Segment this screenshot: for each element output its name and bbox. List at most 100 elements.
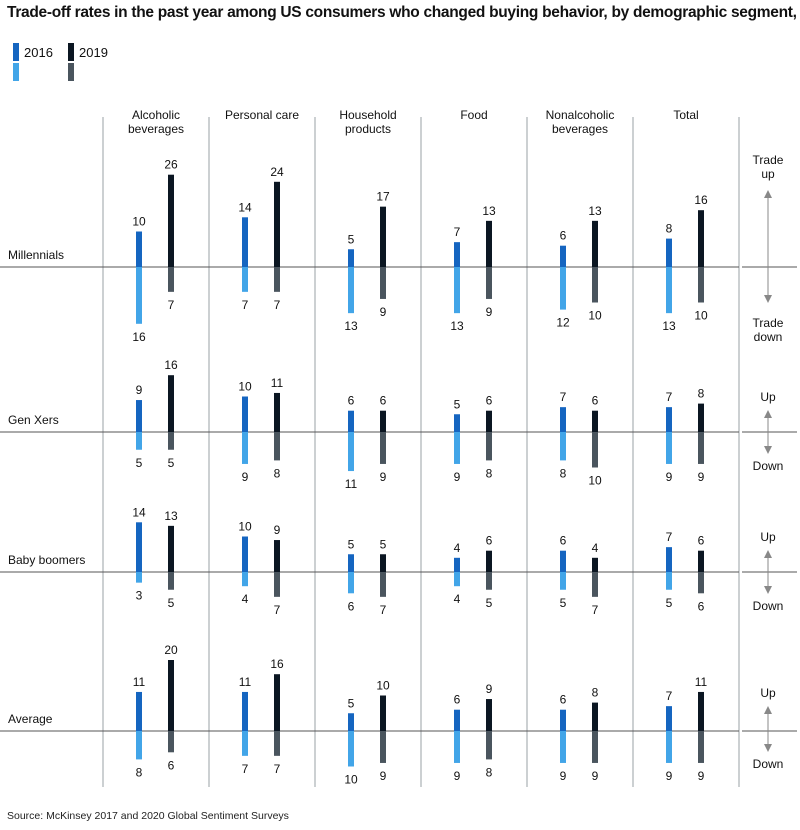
- label-2016-gen-xers-alcoholic-beverages-down: 5: [136, 456, 143, 470]
- direction-down-label-millennials-line2: down: [754, 330, 783, 344]
- label-2016-average-personal-care-down: 7: [242, 762, 249, 776]
- label-2016-gen-xers-food-down: 9: [454, 470, 461, 484]
- bar-2016-millennials-household-products-down: [348, 267, 354, 314]
- row-label-average: Average: [8, 712, 53, 726]
- label-2019-average-total-up: 11: [695, 675, 708, 689]
- bar-2019-gen-xers-household-products-down: [380, 432, 386, 464]
- label-2016-millennials-nonalcoholic-beverages-down: 12: [556, 316, 570, 330]
- label-2016-millennials-household-products-up: 5: [348, 232, 355, 246]
- bar-2019-average-food-up: [486, 699, 492, 731]
- bar-2016-average-food-down: [454, 731, 460, 763]
- down-arrow-icon: [764, 744, 772, 752]
- legend-item-2016: 2016: [13, 43, 133, 83]
- bar-2016-gen-xers-household-products-up: [348, 410, 354, 432]
- direction-up-label-baby-boomers: Up: [760, 530, 776, 544]
- label-2019-millennials-total-down: 10: [694, 309, 708, 323]
- legend-item-2019: 2019: [68, 43, 188, 83]
- down-arrow-icon: [764, 446, 772, 454]
- legend-swatch-2019-down: [68, 63, 74, 81]
- legend-swatch-2019-up: [68, 43, 74, 61]
- column-header-household-products: Household products: [339, 108, 396, 136]
- bar-2016-baby-boomers-food-down: [454, 572, 460, 587]
- bar-2019-millennials-food-down: [486, 267, 492, 299]
- bar-2016-millennials-food-down: [454, 267, 460, 314]
- label-2016-average-household-products-up: 5: [348, 696, 355, 710]
- down-arrow-icon: [764, 586, 772, 594]
- label-2016-millennials-total-up: 8: [666, 222, 673, 236]
- bar-2016-baby-boomers-total-down: [666, 572, 672, 590]
- bar-2016-average-household-products-up: [348, 713, 354, 731]
- label-2019-millennials-nonalcoholic-beverages-up: 13: [588, 204, 602, 218]
- label-2016-millennials-nonalcoholic-beverages-up: 6: [560, 229, 567, 243]
- label-2016-gen-xers-household-products-up: 6: [348, 394, 355, 408]
- legend-swatch-2016-down: [13, 63, 19, 81]
- label-2016-average-nonalcoholic-beverages-down: 9: [560, 769, 567, 783]
- label-2016-baby-boomers-food-up: 4: [454, 541, 461, 555]
- label-2019-gen-xers-total-down: 9: [698, 470, 705, 484]
- direction-down-label-average: Down: [753, 757, 784, 771]
- bar-2019-gen-xers-food-down: [486, 432, 492, 461]
- label-2016-baby-boomers-nonalcoholic-beverages-up: 6: [560, 534, 567, 548]
- bar-2016-gen-xers-total-down: [666, 432, 672, 464]
- label-2016-average-nonalcoholic-beverages-up: 6: [560, 693, 567, 707]
- bar-2019-baby-boomers-personal-care-up: [274, 540, 280, 572]
- label-2019-millennials-alcoholic-beverages-down: 7: [168, 298, 175, 312]
- bar-2019-gen-xers-alcoholic-beverages-up: [168, 375, 174, 432]
- label-2019-gen-xers-food-down: 8: [486, 466, 493, 480]
- bar-2016-average-total-down: [666, 731, 672, 763]
- bar-2016-baby-boomers-household-products-up: [348, 554, 354, 572]
- label-2016-baby-boomers-personal-care-up: 10: [238, 520, 252, 534]
- bar-2019-gen-xers-alcoholic-beverages-down: [168, 432, 174, 450]
- source-note: Source: McKinsey 2017 and 2020 Global Se…: [7, 810, 289, 822]
- bar-2019-average-total-up: [698, 691, 704, 731]
- bar-2016-millennials-alcoholic-beverages-up: [136, 231, 142, 267]
- bar-2019-millennials-personal-care-up: [274, 181, 280, 267]
- bar-2019-millennials-alcoholic-beverages-down: [168, 267, 174, 292]
- label-2016-average-total-down: 9: [666, 769, 673, 783]
- label-2019-gen-xers-household-products-down: 9: [380, 470, 387, 484]
- bar-2016-millennials-nonalcoholic-beverages-down: [560, 267, 566, 310]
- bar-2019-gen-xers-nonalcoholic-beverages-up: [592, 410, 598, 432]
- direction-down-label-gen-xers: Down: [753, 459, 784, 473]
- label-2016-baby-boomers-alcoholic-beverages-up: 14: [132, 505, 146, 519]
- direction-up-label-millennials-line2: up: [761, 167, 775, 181]
- label-2016-average-alcoholic-beverages-up: 11: [133, 675, 146, 689]
- label-2019-average-personal-care-up: 16: [270, 657, 284, 671]
- label-2019-gen-xers-nonalcoholic-beverages-up: 6: [592, 394, 599, 408]
- bar-2016-baby-boomers-alcoholic-beverages-down: [136, 572, 142, 583]
- bar-2016-baby-boomers-total-up: [666, 547, 672, 572]
- bar-2016-gen-xers-nonalcoholic-beverages-down: [560, 432, 566, 461]
- bar-2019-millennials-total-down: [698, 267, 704, 303]
- bar-2016-gen-xers-household-products-down: [348, 432, 354, 472]
- bar-2019-average-alcoholic-beverages-up: [168, 660, 174, 731]
- bar-2019-millennials-personal-care-down: [274, 267, 280, 292]
- label-2016-gen-xers-total-up: 7: [666, 390, 673, 404]
- bar-2019-baby-boomers-household-products-up: [380, 554, 386, 572]
- label-2019-millennials-nonalcoholic-beverages-down: 10: [588, 309, 602, 323]
- bar-2016-gen-xers-alcoholic-beverages-down: [136, 432, 142, 450]
- label-2019-baby-boomers-household-products-up: 5: [380, 537, 387, 551]
- bar-2016-baby-boomers-personal-care-down: [242, 572, 248, 587]
- bar-2019-millennials-food-up: [486, 220, 492, 267]
- label-2016-gen-xers-personal-care-down: 9: [242, 470, 249, 484]
- bar-2016-average-nonalcoholic-beverages-up: [560, 709, 566, 731]
- label-2019-baby-boomers-food-up: 6: [486, 534, 493, 548]
- bar-2016-millennials-food-up: [454, 242, 460, 267]
- label-2016-gen-xers-alcoholic-beverages-up: 9: [136, 383, 143, 397]
- direction-up-label-gen-xers: Up: [760, 390, 776, 404]
- bar-2019-average-food-down: [486, 731, 492, 760]
- label-2016-millennials-alcoholic-beverages-up: 10: [132, 215, 146, 229]
- label-2019-millennials-household-products-down: 9: [380, 305, 387, 319]
- label-2019-average-nonalcoholic-beverages-down: 9: [592, 769, 599, 783]
- label-2016-baby-boomers-household-products-up: 5: [348, 537, 355, 551]
- label-2019-baby-boomers-household-products-down: 7: [380, 603, 387, 617]
- bar-2019-baby-boomers-nonalcoholic-beverages-up: [592, 557, 598, 572]
- row-label-baby-boomers: Baby boomers: [8, 553, 85, 567]
- bar-2016-millennials-personal-care-down: [242, 267, 248, 292]
- label-2016-millennials-personal-care-up: 14: [238, 200, 252, 214]
- bar-2016-average-food-up: [454, 709, 460, 731]
- label-2019-gen-xers-personal-care-up: 11: [271, 376, 284, 390]
- label-2016-millennials-food-up: 7: [454, 225, 461, 239]
- bar-2019-gen-xers-personal-care-up: [274, 392, 280, 432]
